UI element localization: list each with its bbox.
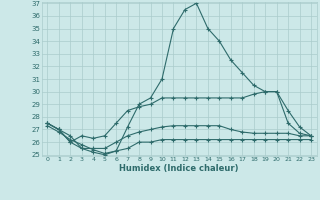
X-axis label: Humidex (Indice chaleur): Humidex (Indice chaleur) [119,164,239,173]
